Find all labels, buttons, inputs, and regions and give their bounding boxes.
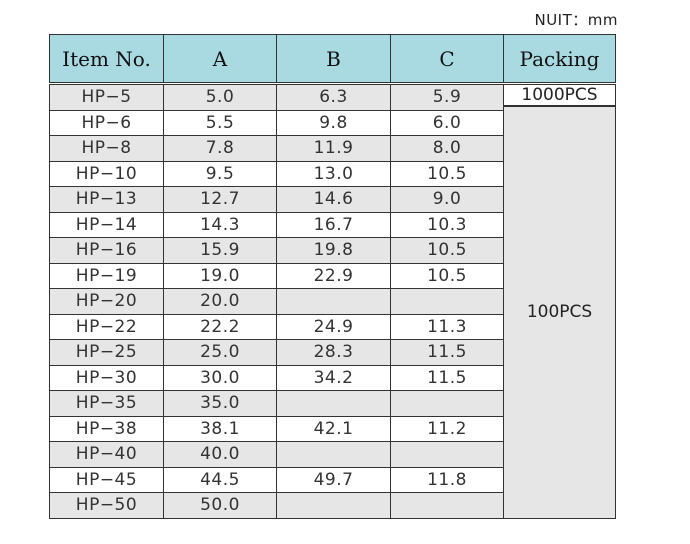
c-cell: 6.0	[390, 109, 504, 136]
a-cell: 30.0	[163, 364, 277, 391]
c-cell: 10.5	[390, 160, 504, 187]
a-cell: 19.0	[163, 262, 277, 289]
item-no-cell: HP−6	[49, 109, 164, 136]
b-cell: 16.7	[276, 211, 391, 238]
c-cell: 10.5	[390, 237, 504, 264]
item-no-cell: HP−5	[49, 84, 164, 111]
c-header: C	[390, 34, 504, 83]
b-cell: 11.9	[276, 135, 391, 162]
a-cell: 12.7	[163, 186, 277, 213]
c-cell	[390, 441, 504, 468]
b-cell	[276, 441, 391, 468]
item-no-cell: HP−38	[49, 415, 164, 442]
unit-label: NUIT：mm	[534, 11, 618, 29]
b-cell: 24.9	[276, 313, 391, 340]
a-cell: 14.3	[163, 211, 277, 238]
b-cell: 49.7	[276, 466, 391, 493]
b-cell: 9.8	[276, 109, 391, 136]
item-no-cell: HP−22	[49, 313, 164, 340]
item-no-cell: HP−19	[49, 262, 164, 289]
c-cell: 11.5	[390, 364, 504, 391]
b-cell: 34.2	[276, 364, 391, 391]
a-cell: 7.8	[163, 135, 277, 162]
b-cell: 22.9	[276, 262, 391, 289]
b-cell	[276, 492, 391, 519]
item-no-cell: HP−14	[49, 211, 164, 238]
b-cell	[276, 390, 391, 417]
item-no-header: Item No.	[49, 34, 164, 83]
item-no-cell: HP−13	[49, 186, 164, 213]
a-cell: 22.2	[163, 313, 277, 340]
a-cell: 35.0	[163, 390, 277, 417]
c-cell	[390, 288, 504, 315]
c-cell: 9.0	[390, 186, 504, 213]
item-no-cell: HP−20	[49, 288, 164, 315]
b-cell: 13.0	[276, 160, 391, 187]
item-no-cell: HP−10	[49, 160, 164, 187]
b-cell: 6.3	[276, 84, 391, 111]
spec-table: Item No. A B C Packing HP−5 5.0 6.3 5.9 HP−6 5.5 9.…	[49, 34, 616, 519]
a-cell: 38.1	[163, 415, 277, 442]
c-cell: 11.8	[390, 466, 504, 493]
b-cell: 42.1	[276, 415, 391, 442]
b-cell: 19.8	[276, 237, 391, 264]
item-no-cell: HP−16	[49, 237, 164, 264]
item-no-cell: HP−8	[49, 135, 164, 162]
c-cell: 8.0	[390, 135, 504, 162]
item-no-cell: HP−50	[49, 492, 164, 519]
a-cell: 50.0	[163, 492, 277, 519]
c-cell: 10.5	[390, 262, 504, 289]
a-cell: 5.0	[163, 84, 277, 111]
a-cell: 15.9	[163, 237, 277, 264]
packing-cell: 1000PCS	[503, 84, 616, 106]
item-no-cell: HP−45	[49, 466, 164, 493]
a-cell: 25.0	[163, 339, 277, 366]
c-cell: 11.5	[390, 339, 504, 366]
a-cell: 5.5	[163, 109, 277, 136]
packing-cell: 100PCS	[503, 106, 616, 519]
a-cell: 20.0	[163, 288, 277, 315]
packing-header: Packing	[503, 34, 616, 83]
b-header: B	[276, 34, 391, 83]
c-cell	[390, 492, 504, 519]
b-cell: 28.3	[276, 339, 391, 366]
b-cell: 14.6	[276, 186, 391, 213]
c-cell: 11.3	[390, 313, 504, 340]
c-cell	[390, 390, 504, 417]
c-cell: 11.2	[390, 415, 504, 442]
item-no-cell: HP−35	[49, 390, 164, 417]
item-no-cell: HP−40	[49, 441, 164, 468]
a-header: A	[163, 34, 277, 83]
c-cell: 10.3	[390, 211, 504, 238]
c-cell: 5.9	[390, 84, 504, 111]
b-cell	[276, 288, 391, 315]
item-no-cell: HP−30	[49, 364, 164, 391]
a-cell: 40.0	[163, 441, 277, 468]
item-no-cell: HP−25	[49, 339, 164, 366]
a-cell: 9.5	[163, 160, 277, 187]
a-cell: 44.5	[163, 466, 277, 493]
